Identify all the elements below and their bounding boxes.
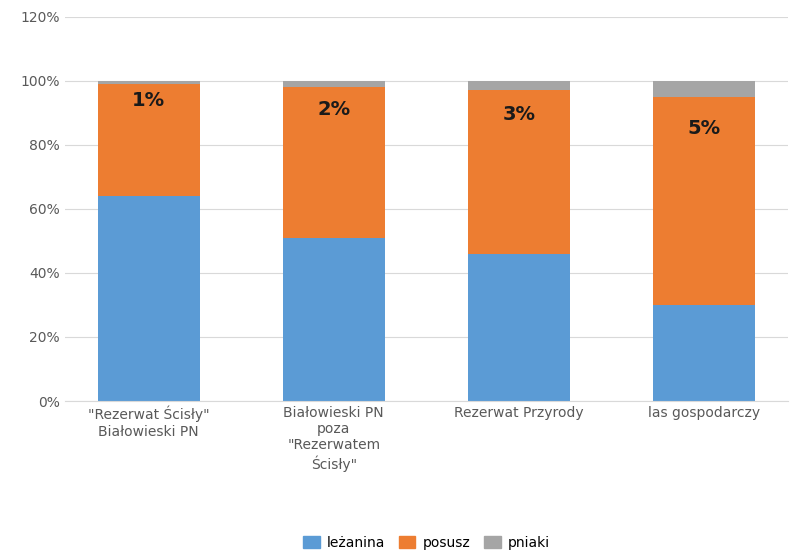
Text: 2%: 2% — [317, 100, 350, 119]
Bar — [282, 238, 384, 401]
Bar — [467, 90, 569, 253]
Bar — [652, 305, 754, 401]
Bar — [467, 81, 569, 90]
Bar — [467, 253, 569, 401]
Legend: leżanina, posusz, pniaki: leżanina, posusz, pniaki — [297, 530, 555, 555]
Bar — [282, 81, 384, 87]
Bar — [97, 196, 200, 401]
Bar — [97, 84, 200, 196]
Text: 1%: 1% — [132, 91, 165, 110]
Bar — [97, 81, 200, 84]
Text: 3%: 3% — [502, 105, 534, 124]
Bar — [282, 87, 384, 238]
Bar — [652, 81, 754, 97]
Bar — [652, 97, 754, 305]
Text: 5%: 5% — [686, 119, 719, 138]
